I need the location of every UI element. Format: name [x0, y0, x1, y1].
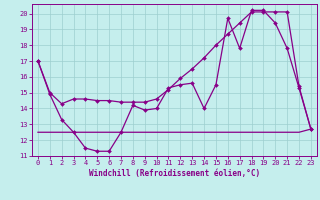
X-axis label: Windchill (Refroidissement éolien,°C): Windchill (Refroidissement éolien,°C): [89, 169, 260, 178]
